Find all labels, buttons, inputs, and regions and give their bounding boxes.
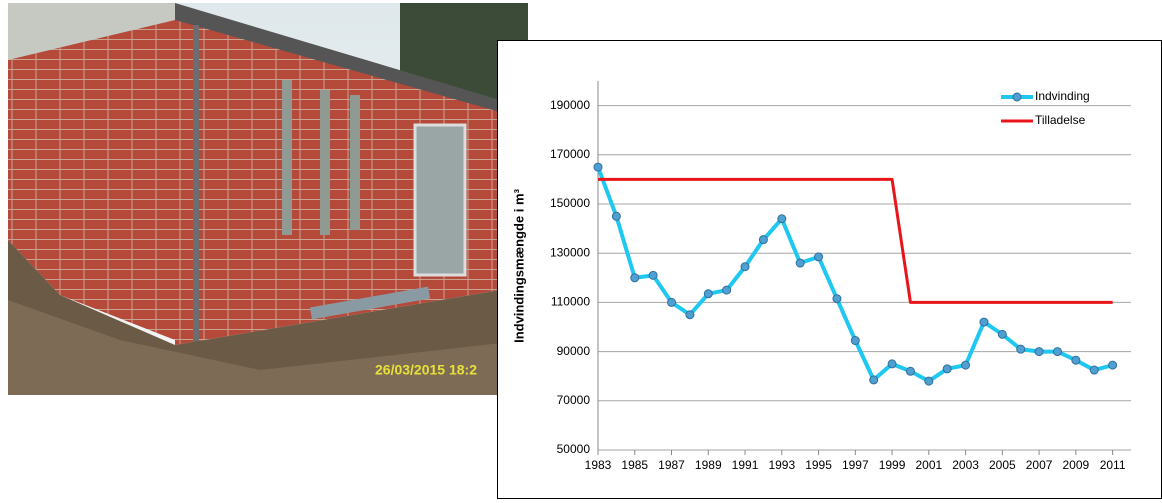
x-tick-label: 2009	[1063, 458, 1090, 472]
data-point	[667, 297, 677, 307]
chart-frame: Indvindingsmængde i m³ 50000 70000 90000 11…	[497, 40, 1162, 499]
x-tick-label: 1993	[768, 458, 795, 472]
legend-label: Indvinding	[1035, 89, 1090, 103]
y-tick-label: 170000	[550, 147, 590, 161]
y-tick-label: 130000	[550, 245, 590, 259]
data-point	[703, 289, 713, 299]
x-tick-label: 1997	[842, 458, 869, 472]
x-tick-label: 1983	[585, 458, 612, 472]
data-point	[740, 262, 750, 272]
data-point	[1016, 344, 1026, 354]
data-point	[832, 294, 842, 304]
data-point	[1034, 347, 1044, 357]
data-point	[685, 310, 695, 320]
data-point	[611, 211, 621, 221]
y-tick-label: 110000	[551, 295, 590, 309]
series-line	[598, 177, 1113, 304]
data-point	[1052, 347, 1062, 357]
data-point	[979, 317, 989, 327]
data-point	[795, 258, 805, 268]
data-point	[905, 366, 915, 376]
y-tick-label: 50000	[557, 442, 591, 456]
data-point	[887, 359, 897, 369]
data-point	[961, 360, 971, 370]
data-point	[814, 252, 824, 262]
chart: Indvindingsmængde i m³ 50000 70000 90000 11…	[511, 81, 1131, 472]
data-point	[630, 273, 640, 283]
y-tick-label: 190000	[550, 98, 590, 112]
data-point	[869, 375, 879, 385]
x-tick-label: 1989	[695, 458, 722, 472]
x-tick-label: 1995	[805, 458, 832, 472]
x-tick-label: 1991	[732, 458, 759, 472]
y-tick-label: 90000	[557, 344, 591, 358]
photo: 26/03/2015 18:2	[8, 3, 528, 395]
data-point	[758, 235, 768, 245]
x-tick-label: 2007	[1026, 458, 1053, 472]
timestamp: 26/03/2015 18:2	[375, 362, 477, 378]
data-point	[777, 214, 787, 224]
data-point	[1071, 355, 1081, 365]
legend-marker	[1012, 92, 1022, 102]
data-point	[1108, 360, 1118, 370]
legend-label: Tilladelse	[1035, 113, 1086, 127]
data-point	[593, 162, 603, 172]
x-tick-label: 2005	[989, 458, 1016, 472]
y-axis-label: Indvindingsmængde i m³	[511, 188, 526, 343]
data-point	[1089, 365, 1099, 375]
data-point	[648, 270, 658, 280]
x-tick-label: 2003	[952, 458, 979, 472]
x-tick-label: 1999	[879, 458, 906, 472]
data-point	[850, 336, 860, 346]
y-tick-label: 70000	[557, 393, 591, 407]
data-point	[942, 364, 952, 374]
x-tick-label: 1987	[658, 458, 685, 472]
x-tick-label: 1985	[621, 458, 648, 472]
x-tick-label: 2001	[915, 458, 942, 472]
data-point	[997, 329, 1007, 339]
y-tick-label: 150000	[550, 196, 590, 210]
data-point	[924, 376, 934, 386]
data-point	[722, 285, 732, 295]
x-tick-label: 2011	[1100, 458, 1126, 472]
